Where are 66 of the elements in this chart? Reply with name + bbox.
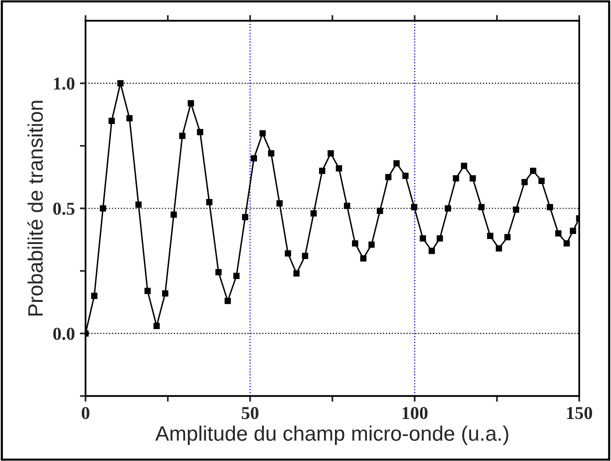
point (570, 228, 576, 234)
y-tick-label: 0.5 (53, 202, 74, 215)
point (188, 100, 194, 106)
point (293, 270, 300, 277)
point (233, 272, 240, 280)
point (162, 290, 168, 297)
point (310, 210, 317, 216)
point (487, 232, 494, 240)
point (319, 168, 326, 174)
point (402, 172, 409, 179)
point (196, 128, 204, 136)
point (428, 248, 435, 254)
point (420, 235, 426, 242)
point (538, 178, 545, 184)
point (250, 155, 258, 162)
point (546, 204, 554, 210)
point (276, 200, 283, 206)
point (259, 130, 266, 136)
x-axis-title: Amplitude du champ micro-onde (u.a.) (155, 426, 508, 445)
point (224, 298, 231, 304)
y-tick-label: 0.0 (53, 328, 74, 340)
x-tick-label: 100 (402, 406, 428, 420)
point (242, 214, 248, 220)
point (478, 204, 485, 210)
point (135, 201, 142, 208)
point (436, 235, 443, 242)
point (504, 234, 511, 240)
point (564, 240, 570, 247)
point (108, 118, 115, 124)
point (100, 205, 106, 212)
x-tick-label: 150 (567, 406, 592, 420)
point (470, 175, 476, 182)
point (444, 205, 452, 212)
point (530, 168, 536, 174)
point (215, 269, 222, 276)
point (452, 175, 460, 182)
point (496, 245, 502, 252)
point (144, 288, 151, 294)
point (170, 212, 177, 218)
point (336, 165, 342, 172)
point (179, 132, 186, 139)
point (368, 242, 375, 248)
point (91, 292, 98, 300)
point (411, 204, 418, 210)
point (117, 80, 124, 86)
point (284, 250, 292, 257)
point (360, 255, 366, 262)
point (376, 208, 384, 214)
point (385, 174, 392, 180)
point (352, 240, 358, 247)
x-tick-label: 0 (82, 406, 90, 420)
point (512, 206, 520, 213)
y-axis-title: Probabilité de transition (27, 100, 43, 316)
point (521, 178, 528, 186)
x-tick-label: 50 (242, 406, 258, 420)
point (393, 160, 400, 166)
point (268, 150, 274, 156)
point (206, 198, 212, 206)
y-tick-label: 1.0 (54, 78, 74, 90)
point (555, 230, 562, 237)
point (302, 252, 308, 260)
point (154, 322, 160, 330)
point (126, 115, 133, 122)
point (344, 202, 350, 209)
point (460, 162, 468, 169)
point (328, 150, 334, 156)
